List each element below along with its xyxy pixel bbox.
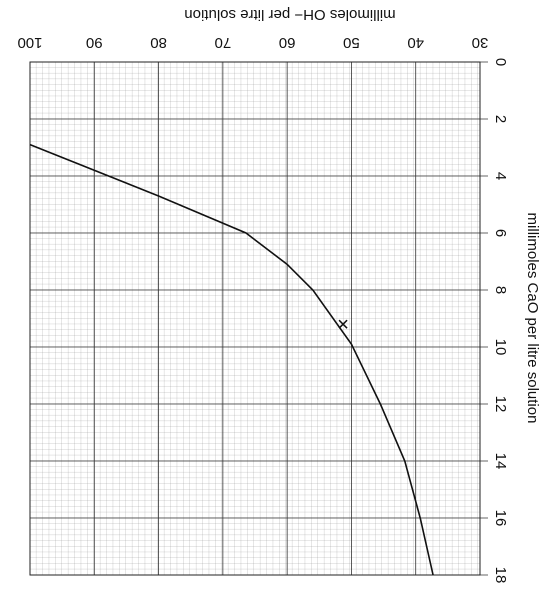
x-tick-label: 100: [17, 34, 42, 51]
point-marker: [338, 319, 348, 329]
x-tick-label: 50: [343, 34, 360, 51]
y-tick-label: 4: [492, 172, 509, 180]
x-tick-label: 60: [279, 34, 296, 51]
y-tick-label: 14: [492, 453, 509, 470]
y-axis-label: millimoles CaO per litre solution: [524, 213, 541, 424]
y-tick-label: 8: [492, 286, 509, 294]
y-tick-label: 0: [492, 58, 509, 66]
minor-grid: [30, 62, 480, 575]
curve: [29, 143, 434, 576]
y-tick-label: 12: [492, 396, 509, 413]
x-tick-label: 90: [86, 34, 103, 51]
y-tick-label: 18: [492, 567, 509, 584]
x-tick-label: 70: [215, 34, 232, 51]
y-tick-label: 2: [492, 115, 509, 123]
y-tick-label: 10: [492, 339, 509, 356]
x-tick-label: 80: [150, 34, 167, 51]
plot-frame: [29, 61, 481, 576]
x-axis-label: millimoles OH− per litre solution: [184, 6, 395, 23]
y-tick-label: 6: [492, 229, 509, 237]
x-tick-label: 30: [472, 34, 489, 51]
y-tick-label: 16: [492, 510, 509, 527]
x-tick-label: 40: [407, 34, 424, 51]
